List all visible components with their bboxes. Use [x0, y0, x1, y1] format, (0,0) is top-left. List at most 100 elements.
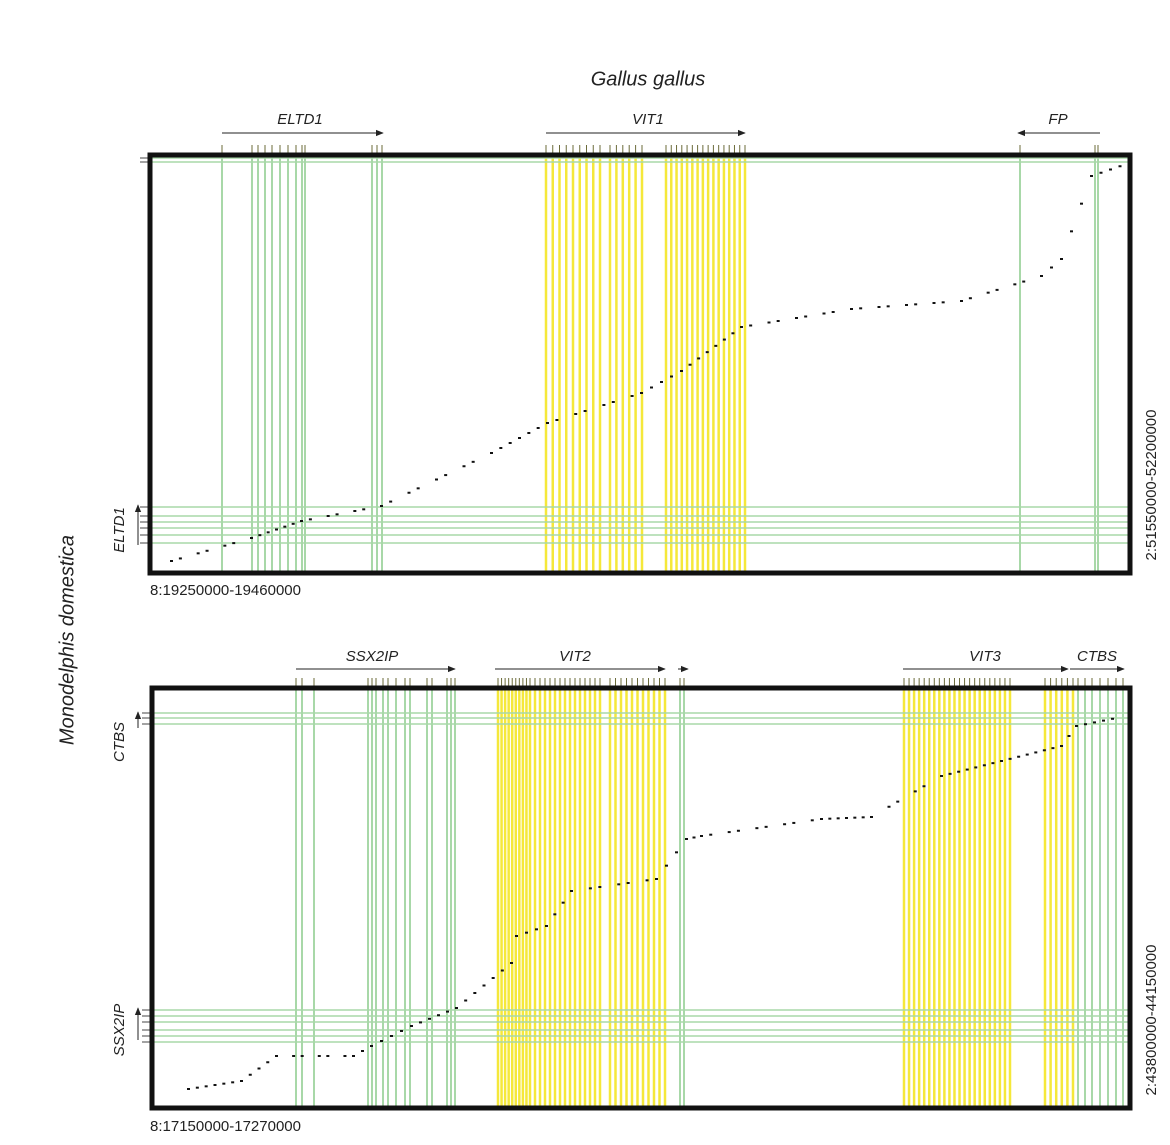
alignment-dot: [473, 992, 477, 994]
alignment-dot: [630, 395, 634, 397]
alignment-dot: [317, 1055, 321, 1057]
alignment-dot: [335, 513, 339, 516]
alignment-dot: [776, 320, 780, 322]
alignment-dot: [428, 1017, 431, 1020]
alignment-dot: [240, 1080, 243, 1082]
alignment-dot: [419, 1021, 422, 1024]
alignment-dot: [822, 312, 826, 315]
alignment-dot: [266, 1061, 270, 1064]
alignment-dot: [362, 508, 366, 511]
alignment-dot: [326, 1055, 330, 1057]
alignment-dot: [709, 833, 713, 836]
gene-label: SSX2IP: [111, 1004, 128, 1057]
alignment-dot: [731, 332, 735, 335]
panel-frame: [147, 152, 1133, 576]
alignment-dot: [968, 297, 972, 300]
alignment-dot: [352, 1055, 355, 1057]
alignment-dot: [570, 890, 573, 892]
alignment-dot: [941, 301, 945, 304]
alignment-dot: [510, 962, 513, 964]
alignment-dot: [508, 442, 512, 444]
alignment-dot: [1067, 735, 1071, 737]
alignment-dot: [380, 505, 383, 507]
alignment-dot: [692, 836, 696, 839]
alignment-dot: [1084, 723, 1087, 726]
alignment-dot: [170, 560, 173, 562]
alignment-dot: [389, 500, 393, 503]
gene-label: FP: [1048, 111, 1067, 128]
alignment-dot: [232, 542, 236, 545]
alignment-dot: [1109, 168, 1112, 171]
alignment-dot: [828, 817, 832, 820]
alignment-dot: [583, 410, 587, 412]
alignment-dot: [535, 928, 538, 931]
alignment-dot: [957, 770, 961, 773]
alignment-dot: [490, 452, 493, 454]
alignment-dot: [792, 821, 796, 824]
alignment-dot: [308, 518, 312, 521]
alignment-dot: [1060, 745, 1063, 747]
alignment-dot: [407, 491, 411, 494]
alignment-dot: [940, 775, 943, 777]
alignment-dot: [223, 544, 227, 547]
alignment-dot: [546, 422, 549, 424]
alignment-dot: [353, 510, 357, 512]
alignment-dot: [913, 790, 917, 793]
alignment-dot: [755, 827, 759, 830]
alignment-dot: [410, 1025, 413, 1027]
alignment-dot: [665, 864, 668, 867]
alignment-dot: [1051, 747, 1055, 750]
alignment-dot: [685, 838, 688, 840]
alignment-dot: [626, 882, 630, 884]
alignment-dot: [640, 392, 643, 394]
alignment-dot: [1025, 753, 1029, 756]
alignment-dot: [804, 315, 808, 318]
alignment-dot: [861, 816, 865, 819]
alignment-dot: [292, 1055, 296, 1057]
alignment-dot: [670, 375, 673, 378]
alignment-dot: [887, 805, 891, 808]
alignment-dot: [462, 465, 466, 468]
alignment-dot: [749, 324, 753, 327]
gene-label: VIT3: [969, 648, 1001, 665]
alignment-dot: [361, 1050, 364, 1052]
alignment-dot: [491, 977, 495, 979]
alignment-dot: [905, 304, 908, 306]
alignment-dot: [697, 357, 701, 360]
alignment-dot: [574, 413, 578, 415]
alignment-dot: [499, 447, 503, 449]
alignment-dot: [291, 522, 295, 525]
alignment-dot: [611, 401, 615, 403]
title: Gallus gallus: [591, 68, 706, 90]
alignment-dot: [783, 823, 787, 826]
alignment-dot: [500, 969, 504, 972]
alignment-dot: [482, 984, 486, 987]
alignment-dot: [870, 816, 873, 818]
alignment-dot: [1111, 717, 1114, 720]
alignment-dot: [553, 913, 557, 916]
alignment-dot: [598, 886, 602, 888]
alignment-dot: [222, 1082, 226, 1085]
alignment-dot: [1040, 275, 1043, 277]
alignment-dot: [650, 386, 653, 389]
alignment-dot: [204, 1085, 208, 1088]
alignment-dot: [1118, 165, 1122, 168]
alignment-dot: [1017, 755, 1021, 758]
alignment-dot: [853, 816, 857, 819]
alignment-dot: [1022, 280, 1026, 283]
alignment-dot: [213, 1084, 217, 1086]
gene-label: SSX2IP: [346, 648, 399, 665]
gene-label: CTBS: [1077, 648, 1117, 665]
bottom-range: 8:19250000-19460000: [150, 582, 301, 599]
alignment-dot: [231, 1081, 235, 1084]
alignment-dot: [688, 363, 692, 366]
alignment-dot: [275, 1055, 278, 1057]
alignment-dot: [836, 817, 840, 820]
alignment-dot: [300, 520, 303, 522]
side-label: Monodelphis domestica: [56, 535, 78, 745]
alignment-dot: [655, 878, 658, 880]
alignment-dot: [767, 321, 771, 324]
alignment-dot: [525, 931, 528, 934]
alignment-dot: [518, 437, 521, 439]
alignment-dot: [555, 419, 559, 421]
